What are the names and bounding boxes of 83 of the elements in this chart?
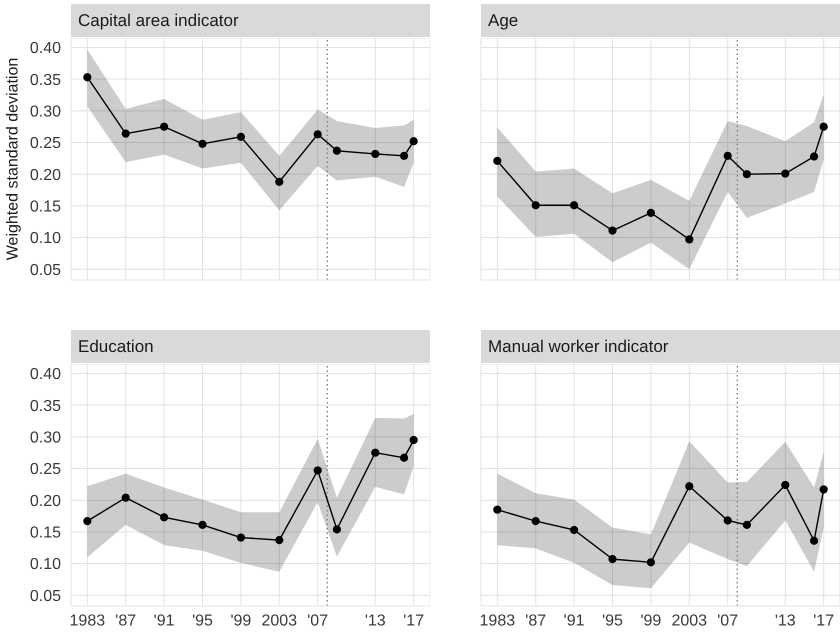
- x-tick-label: '91: [154, 612, 175, 630]
- point: [532, 201, 540, 210]
- chart-title: Education: [71, 330, 430, 363]
- point: [742, 520, 751, 530]
- point: [371, 150, 380, 158]
- point: [83, 517, 92, 526]
- point: [83, 73, 92, 82]
- x-tick-label: '87: [115, 612, 136, 630]
- point: [122, 130, 130, 138]
- y-tick-label: 0.30: [30, 430, 62, 447]
- y-tick-label: 0.15: [30, 524, 62, 542]
- point: [275, 536, 284, 544]
- y-tick-label: 0.15: [30, 198, 62, 216]
- y-tick-label: 0.35: [30, 398, 62, 415]
- x-tick-label: '07: [307, 612, 328, 630]
- x-tick-label: '07: [717, 612, 738, 630]
- point: [400, 454, 408, 462]
- point: [371, 448, 380, 457]
- y-tick-label: 0.10: [30, 230, 62, 248]
- x-tick-label: 1983: [480, 612, 516, 630]
- y-tick-label: 0.10: [30, 556, 62, 574]
- x-tick-label: '99: [230, 612, 252, 630]
- point: [781, 169, 790, 178]
- chart-title: Age: [481, 4, 840, 37]
- point: [236, 533, 245, 542]
- point: [781, 480, 790, 490]
- point: [236, 132, 245, 141]
- point: [198, 140, 207, 148]
- point: [332, 146, 341, 155]
- x-tick-label: '95: [602, 612, 624, 630]
- point: [122, 494, 130, 502]
- point: [493, 506, 502, 514]
- point: [198, 520, 207, 530]
- point: [724, 152, 732, 160]
- point: [275, 178, 284, 186]
- y-tick-label: 0.30: [30, 104, 62, 121]
- x-tick-label: 2003: [262, 612, 298, 630]
- y-tick-label: 0.40: [30, 366, 62, 384]
- x-tick-label: 2003: [672, 612, 708, 630]
- point: [742, 170, 751, 178]
- y-tick-label: 0.25: [30, 461, 62, 478]
- y-tick-label: 0.25: [30, 135, 62, 152]
- x-tick-label: '13: [774, 612, 796, 630]
- x-tick-label: '13: [364, 612, 386, 630]
- point: [685, 482, 694, 490]
- point: [160, 513, 168, 522]
- point: [570, 526, 578, 534]
- x-tick-label: '17: [813, 612, 834, 630]
- y-tick-label: 0.05: [30, 262, 62, 279]
- point: [410, 137, 418, 146]
- x-tick-label: '99: [640, 612, 662, 630]
- point: [810, 152, 818, 161]
- point: [820, 485, 828, 494]
- y-tick-label: 0.20: [30, 492, 62, 510]
- point: [314, 466, 322, 475]
- x-tick-label: '95: [192, 612, 214, 630]
- point: [820, 122, 828, 131]
- point: [400, 152, 408, 160]
- point: [532, 517, 540, 526]
- point: [608, 555, 617, 564]
- point: [646, 558, 655, 566]
- x-tick-label: '91: [564, 612, 585, 630]
- x-tick-label: '87: [525, 612, 546, 630]
- point: [810, 536, 818, 545]
- y-tick-label: 0.40: [30, 40, 62, 58]
- point: [685, 235, 694, 244]
- point: [160, 122, 168, 131]
- y-tick-label: 0.35: [30, 72, 62, 89]
- point: [314, 130, 322, 138]
- point: [724, 516, 732, 525]
- point: [493, 156, 502, 165]
- chart-title: Capital area indicator: [71, 4, 430, 37]
- x-tick-label: '17: [403, 612, 424, 630]
- x-tick-label: 1983: [70, 612, 106, 630]
- point: [646, 208, 655, 217]
- point: [410, 436, 418, 444]
- point: [570, 201, 578, 210]
- y-tick-label: 0.20: [30, 166, 62, 184]
- point: [332, 525, 341, 534]
- y-tick-label: 0.05: [30, 588, 62, 605]
- chart-title: Manual worker indicator: [481, 330, 840, 363]
- y-axis-title: Weighted standard deviation: [4, 58, 22, 260]
- point: [608, 226, 617, 235]
